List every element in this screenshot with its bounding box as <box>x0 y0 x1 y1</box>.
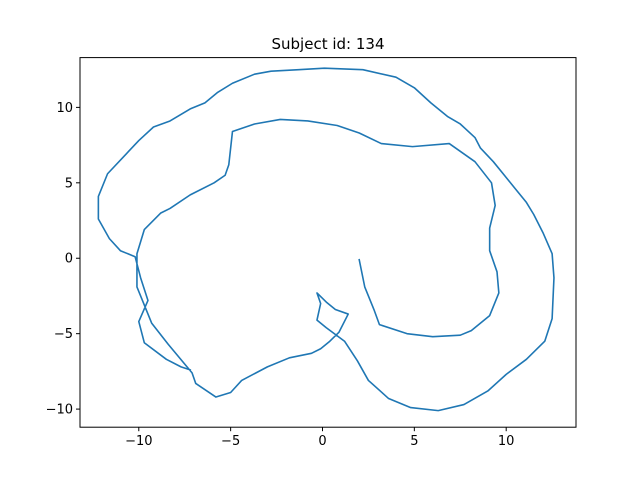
x-tick-label: 10 <box>498 434 515 449</box>
y-tick-label: −5 <box>54 327 73 342</box>
plot-area <box>97 67 555 412</box>
x-tick-label: −5 <box>221 434 240 449</box>
plot-frame <box>79 57 577 428</box>
y-tick-label: 0 <box>65 252 73 267</box>
chart-title: Subject id: 134 <box>272 35 385 53</box>
axis-ticks: −10 −5 0 5 10 −10 −5 0 5 10 <box>46 101 515 449</box>
y-tick-label: 10 <box>56 101 73 116</box>
y-tick-label: −10 <box>46 403 73 418</box>
x-tick-label: −10 <box>125 434 152 449</box>
y-tick-label: 5 <box>65 176 73 191</box>
x-tick-label: 5 <box>410 434 418 449</box>
series-line-0 <box>97 67 555 412</box>
x-tick-label: 0 <box>318 434 326 449</box>
